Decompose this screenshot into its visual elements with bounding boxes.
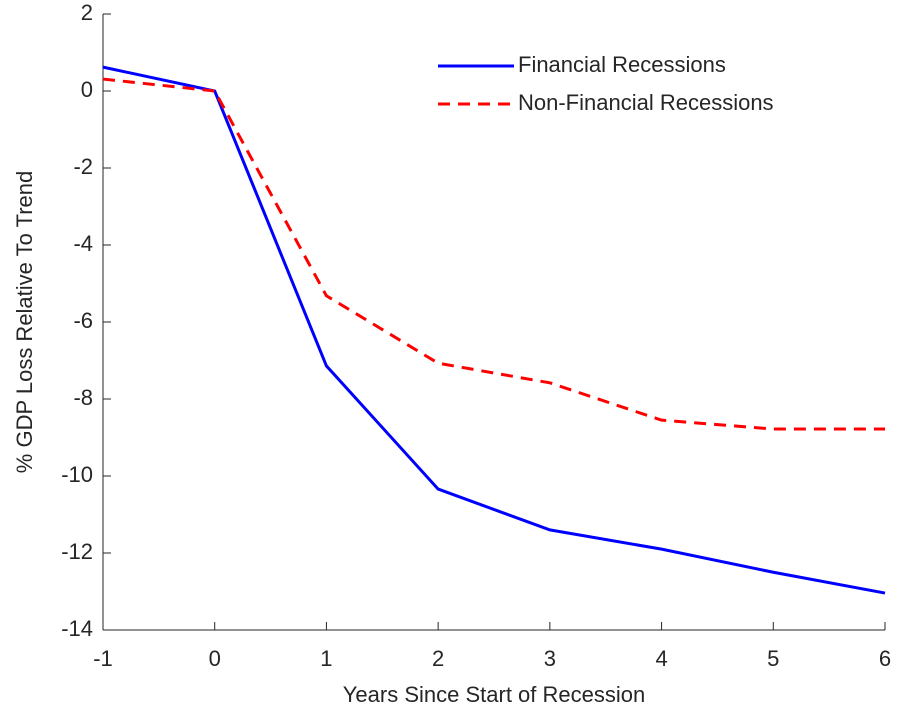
- y-tick-label: -2: [73, 154, 93, 179]
- y-tick-label: -12: [61, 539, 93, 564]
- y-tick-label: 2: [81, 0, 93, 25]
- y-tick-label: 0: [81, 77, 93, 102]
- x-tick-label: 6: [879, 646, 891, 671]
- y-tick-label: -4: [73, 231, 93, 256]
- x-tick-label: 2: [432, 646, 444, 671]
- x-axis-label: Years Since Start of Recession: [343, 682, 645, 707]
- x-tick-label: 5: [767, 646, 779, 671]
- x-tick-label: 1: [320, 646, 332, 671]
- x-tick-label: 4: [655, 646, 667, 671]
- y-tick-label: -10: [61, 462, 93, 487]
- y-tick-label: -14: [61, 616, 93, 641]
- series-line: [102, 77, 885, 431]
- x-tick-label: -1: [93, 646, 113, 671]
- y-tick-label: -6: [73, 308, 93, 333]
- y-tick-label: -8: [73, 385, 93, 410]
- legend-label: Non-Financial Recessions: [518, 90, 774, 115]
- y-axis-label: % GDP Loss Relative To Trend: [12, 171, 37, 473]
- x-tick-label: 0: [209, 646, 221, 671]
- legend-label: Financial Recessions: [518, 52, 726, 77]
- series-line: [102, 65, 886, 595]
- x-tick-label: 3: [544, 646, 556, 671]
